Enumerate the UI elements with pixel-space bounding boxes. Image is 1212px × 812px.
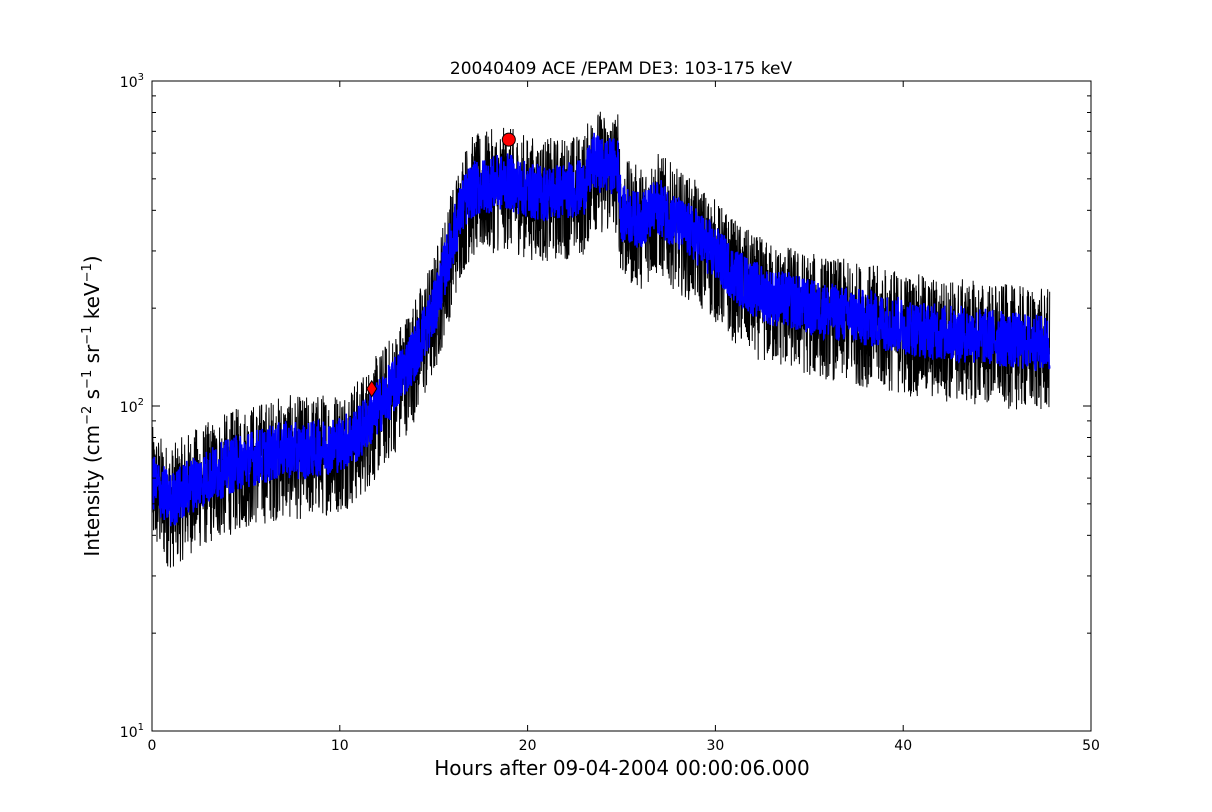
marker-circle — [501, 132, 516, 147]
y-tick-label: 101 — [120, 722, 144, 741]
x-tick-label: 50 — [1082, 738, 1100, 754]
tick-layer: 0 10 20 30 40 50 101 102 103 — [120, 72, 1100, 754]
x-tick-label: 10 — [331, 738, 349, 754]
x-axis-label: Hours after 09-04-2004 00:00:06.000 — [434, 756, 810, 780]
y-axis-label: Intensity (cm−2 s−1 sr−1 keV−1) — [80, 255, 104, 556]
y-tick-label: 103 — [120, 72, 144, 91]
series-layer — [152, 111, 1051, 568]
y-tick-label: 102 — [120, 397, 144, 416]
marker-layer — [366, 132, 516, 398]
marker-diamond — [366, 379, 378, 398]
x-tick-label: 30 — [706, 738, 724, 754]
x-tick-label: 20 — [519, 738, 537, 754]
chart-title: 20040409 ACE /EPAM DE3: 103-175 keV — [450, 59, 793, 79]
x-tick-label: 40 — [894, 738, 912, 754]
series-line-smoothed — [152, 132, 1051, 527]
x-tick-label: 0 — [148, 738, 157, 754]
